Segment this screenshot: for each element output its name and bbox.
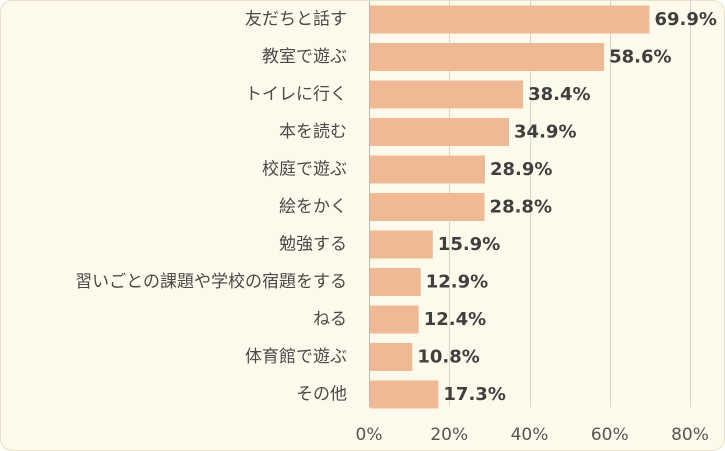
value-label: 34.9% bbox=[514, 122, 576, 143]
bar bbox=[370, 193, 485, 221]
category-label: 友だちと話す bbox=[245, 10, 347, 30]
value-label: 28.8% bbox=[490, 197, 552, 218]
category-label: 教室で遊ぶ bbox=[262, 47, 347, 67]
value-label: 15.9% bbox=[438, 234, 500, 255]
category-labels: 友だちと話す教室で遊ぶトイレに行く本を読む校庭で遊ぶ絵をかく勉強する習いごとの課… bbox=[75, 10, 347, 405]
value-label: 10.8% bbox=[417, 347, 479, 368]
bar bbox=[370, 5, 650, 34]
category-label: 習いごとの課題や学校の宿題をする bbox=[75, 272, 347, 292]
bar bbox=[370, 268, 421, 296]
x-tick-label: 40% bbox=[511, 425, 549, 445]
x-tick-label: 80% bbox=[671, 425, 709, 445]
x-axis-ticks: 0% 20% 40% 60% 80% bbox=[356, 425, 709, 445]
bar bbox=[370, 43, 605, 71]
value-labels: 69.9% 58.6% 38.4% 34.9% 28.9% 28.8% 15.9% 12.9%… bbox=[417, 9, 717, 405]
value-label: 69.9% bbox=[654, 9, 716, 30]
value-label: 12.9% bbox=[426, 272, 488, 293]
value-label: 58.6% bbox=[609, 47, 671, 68]
x-tick-label: 20% bbox=[430, 425, 468, 445]
x-tick-label: 0% bbox=[356, 425, 383, 445]
value-label: 12.4% bbox=[424, 309, 486, 330]
bar bbox=[370, 230, 433, 259]
category-label: 本を読む bbox=[279, 122, 347, 142]
category-label: 勉強する bbox=[279, 235, 347, 255]
bar bbox=[370, 155, 485, 184]
category-label: その他 bbox=[296, 385, 347, 405]
bar bbox=[370, 118, 510, 146]
category-label: 体育館で遊ぶ bbox=[245, 347, 347, 367]
value-label: 17.3% bbox=[443, 384, 505, 405]
x-tick-label: 60% bbox=[591, 425, 629, 445]
bar bbox=[370, 305, 419, 334]
value-label: 28.9% bbox=[490, 159, 552, 180]
bars bbox=[370, 5, 650, 409]
bar bbox=[370, 380, 439, 409]
category-label: 校庭で遊ぶ bbox=[262, 160, 347, 180]
value-label: 38.4% bbox=[528, 84, 590, 105]
bar bbox=[370, 80, 524, 109]
category-label: 絵をかく bbox=[279, 197, 347, 217]
bar bbox=[370, 343, 413, 371]
category-label: トイレに行く bbox=[245, 85, 347, 105]
category-label: ねる bbox=[313, 310, 347, 330]
